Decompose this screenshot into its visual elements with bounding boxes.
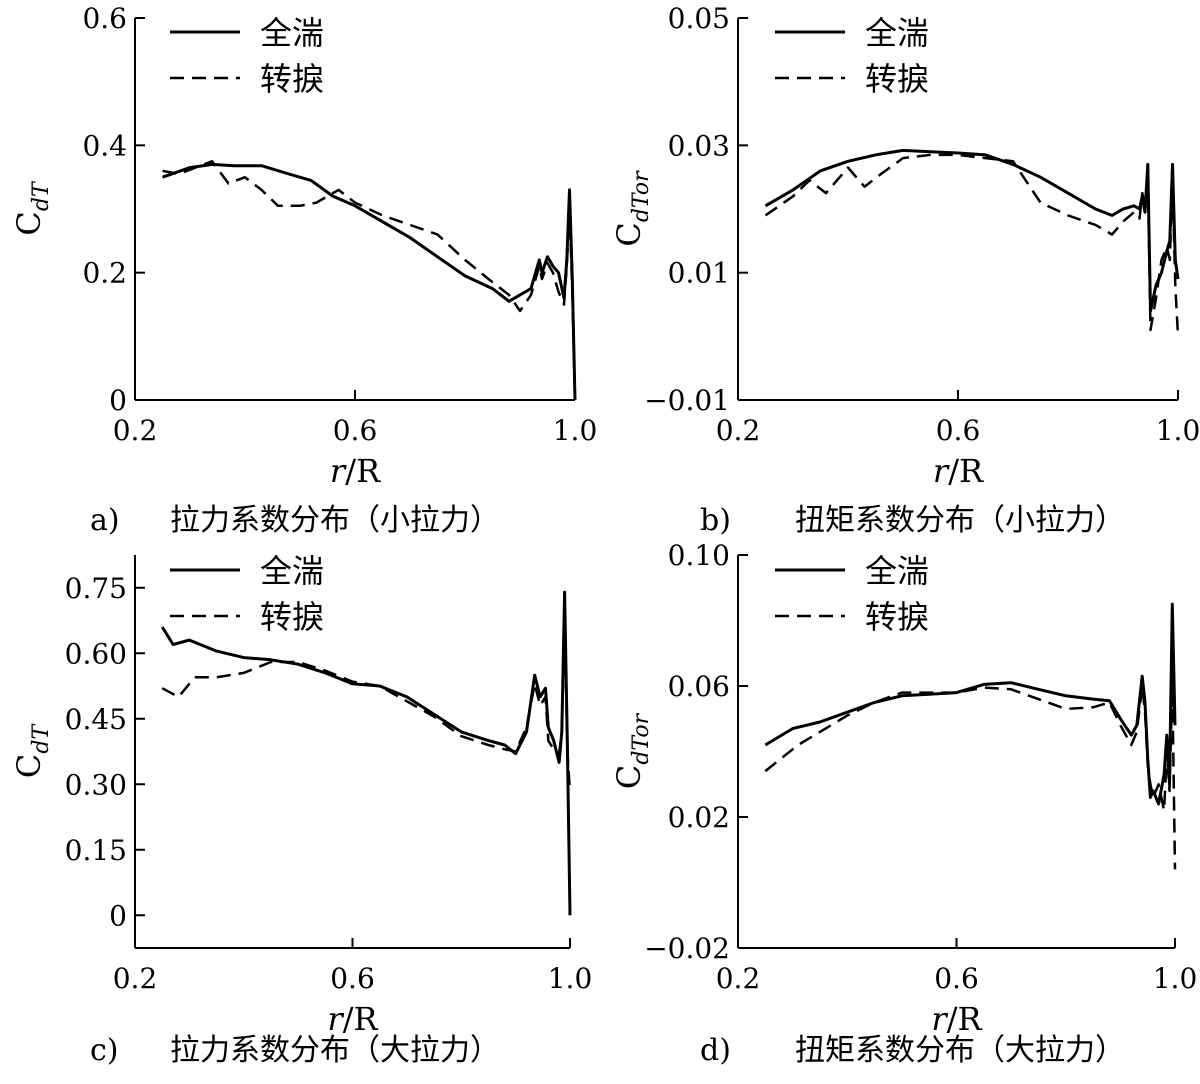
- y-axis-label-sub: dT: [29, 180, 54, 211]
- y-tick-label: 0: [109, 899, 127, 932]
- y-tick-label: 0.75: [65, 572, 127, 605]
- y-tick-label: 0.60: [65, 637, 127, 670]
- x-tick-label: 0.6: [934, 962, 979, 995]
- y-axis-label: CdTor: [610, 170, 654, 247]
- caption-letter: d): [700, 1033, 731, 1068]
- y-axis-label-main: C: [610, 222, 648, 246]
- x-tick-label: 1.0: [553, 414, 598, 447]
- caption-letter: c): [90, 1033, 119, 1068]
- legend-label: 全湍: [865, 552, 929, 590]
- x-tick-label: 0.2: [716, 962, 761, 995]
- y-tick-label: 0.01: [668, 257, 730, 290]
- y-tick-label: 0.4: [82, 129, 127, 162]
- x-axis-label: r/R: [330, 452, 381, 490]
- y-tick-label: 0.30: [65, 768, 127, 801]
- y-tick-label: 0.2: [82, 257, 127, 290]
- y-tick-label: −0.02: [644, 932, 730, 965]
- series-line-transition: [162, 160, 577, 401]
- caption-text: 拉力系数分布（小拉力）: [170, 503, 500, 538]
- x-tick-label: 0.6: [333, 414, 378, 447]
- caption-text: 扭矩系数分布（小拉力）: [795, 503, 1125, 538]
- chart-panel-c: 0 0.15 0.30 0.45 0.60 0.75 0.2 0.6 1.0 r/R CdT 全湍转捩…: [10, 552, 592, 1068]
- y-axis-label-main: C: [10, 211, 48, 235]
- series-line-fully-turbulent: [160, 590, 572, 916]
- series-line-fully-turbulent: [764, 602, 1177, 806]
- x-axis-label: r/R: [933, 452, 984, 490]
- x-axis-label-italic: r: [931, 1000, 948, 1038]
- series-line-fully-turbulent: [162, 162, 577, 401]
- y-tick-label: 0.02: [668, 801, 730, 834]
- legend-label: 转捩: [260, 598, 324, 636]
- legend-label: 全湍: [260, 552, 324, 590]
- y-tick-label: −0.01: [644, 384, 730, 417]
- x-axis-label-italic: r: [330, 452, 347, 490]
- x-tick-label: 0.2: [113, 962, 158, 995]
- x-tick-label: 1.0: [1153, 962, 1198, 995]
- y-tick-label: 0: [109, 384, 127, 417]
- x-tick-label: 0.2: [113, 414, 158, 447]
- y-axis-label-sub: dTor: [629, 170, 654, 222]
- x-tick-label: 0.2: [716, 414, 761, 447]
- y-axis-label: CdT: [10, 180, 54, 236]
- x-axis-label-italic: r: [933, 452, 950, 490]
- y-tick-label: 0.05: [668, 2, 730, 35]
- x-axis-label-italic: r: [327, 1000, 344, 1038]
- x-axis-label-rest: /R: [947, 1000, 983, 1038]
- y-axis-label-sub: dT: [29, 723, 54, 754]
- caption-letter: b): [700, 503, 731, 538]
- series-line-transition: [764, 684, 1177, 870]
- y-tick-label: 0.15: [65, 834, 127, 867]
- caption-text: 拉力系数分布（大拉力）: [170, 1033, 500, 1068]
- x-tick-label: 0.6: [330, 962, 375, 995]
- y-axis-label-sub: dTor: [629, 712, 654, 764]
- caption-letter: a): [90, 503, 120, 538]
- y-tick-label: 0.03: [668, 129, 730, 162]
- y-tick-label: 0.6: [82, 2, 127, 35]
- x-axis-label: r/R: [327, 1000, 378, 1038]
- y-tick-label: 0.06: [668, 670, 730, 703]
- x-axis-label-rest: /R: [345, 452, 381, 490]
- x-axis-label-rest: /R: [948, 452, 984, 490]
- x-axis-label: r/R: [931, 1000, 982, 1038]
- y-axis-label-main: C: [10, 754, 48, 778]
- legend-label: 转捩: [260, 60, 324, 98]
- x-tick-label: 0.6: [936, 414, 981, 447]
- y-axis-label-main: C: [610, 765, 648, 789]
- series-line-fully-turbulent: [764, 148, 1180, 313]
- y-tick-label: 0.45: [65, 703, 127, 736]
- legend-label: 全湍: [865, 14, 929, 52]
- caption-text: 扭矩系数分布（大拉力）: [795, 1033, 1125, 1068]
- series-line-transition: [161, 608, 572, 794]
- series-line-transition: [764, 153, 1180, 337]
- y-axis-label: CdTor: [610, 712, 654, 789]
- x-axis-label-rest: /R: [343, 1000, 379, 1038]
- y-tick-label: 0.10: [668, 539, 730, 572]
- y-axis-label: CdT: [10, 723, 54, 779]
- legend-label: 转捩: [865, 60, 929, 98]
- legend-label: 转捩: [865, 598, 929, 636]
- x-tick-label: 1.0: [1156, 414, 1200, 447]
- legend-label: 全湍: [260, 14, 324, 52]
- x-tick-label: 1.0: [548, 962, 593, 995]
